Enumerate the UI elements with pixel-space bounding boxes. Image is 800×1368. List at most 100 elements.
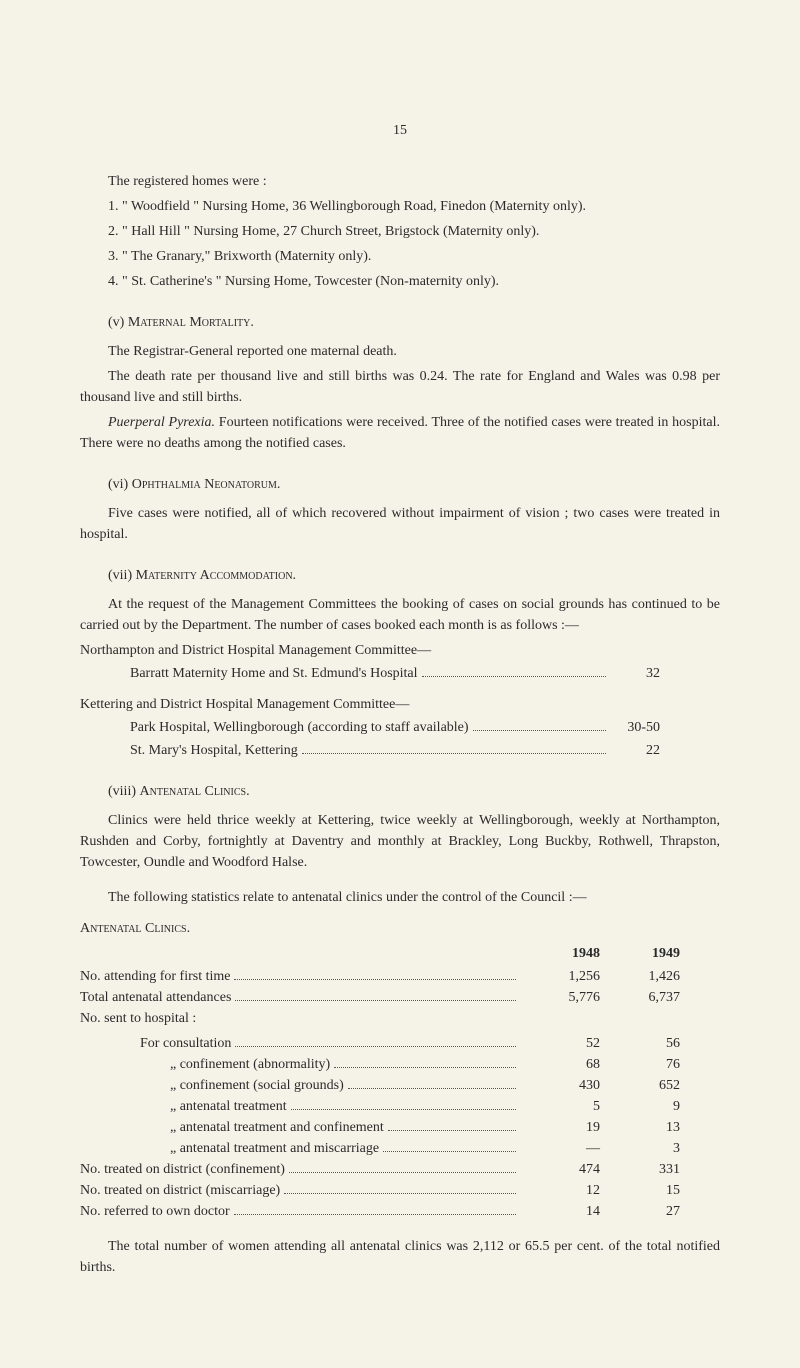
stats-subrow-label: „ antenatal treatment and miscarriage [170,1138,379,1159]
stats-subrow-c1: 68 [540,1054,600,1075]
section-viii-number: (viii) [108,784,136,799]
stats-row-c1: 12 [540,1180,600,1201]
leader-dots [284,1192,516,1194]
registered-homes-intro: The registered homes were : [80,171,720,192]
stats-row-label: No. treated on district (confinement) [80,1159,285,1180]
home-4: 4. " St. Catherine's " Nursing Home, Tow… [80,271,720,292]
kettering-row1-value: 30-50 [610,717,660,738]
kettering-row-2: St. Mary's Hospital, Kettering 22 [130,740,720,761]
closing-paragraph: The total number of women attending all … [80,1236,720,1278]
stats-row-c1: 5,776 [540,987,600,1008]
home-1: 1. " Woodfield " Nursing Home, 36 Wellin… [80,196,720,217]
stats-row-c2: 6,737 [620,987,680,1008]
stats-row: No. attending for first time 1,256 1,426 [80,966,720,987]
stats-subrow-c1: 5 [540,1096,600,1117]
stats-subrow-c2: 13 [620,1117,680,1138]
leader-dots [348,1087,516,1089]
stats-row-label: Total antenatal attendances [80,987,231,1008]
section-vi-p1: Five cases were notified, all of which r… [80,503,720,545]
northampton-heading: Northampton and District Hospital Manage… [80,640,720,661]
section-vii-heading: (vii) Maternity Accommodation. [80,565,720,586]
section-viii-p2: The following statistics relate to anten… [80,887,720,908]
stats-row-label: No. attending for first time [80,966,230,987]
stats-col-1949: 1949 [620,943,680,964]
stats-subrow-c1: — [540,1138,600,1159]
section-vi-heading: (vi) Ophthalmia Neonatorum. [80,474,720,495]
stats-subrow: „ antenatal treatment 5 9 [80,1096,720,1117]
stats-subrow-label: For consultation [140,1033,231,1054]
kettering-row2-value: 22 [610,740,660,761]
kettering-row2-label: St. Mary's Hospital, Kettering [130,740,298,761]
stats-row-c2: 1,426 [620,966,680,987]
leader-dots [234,1213,516,1215]
spacer [80,943,520,964]
stats-subrow: „ confinement (abnormality) 68 76 [80,1054,720,1075]
section-vi-number: (vi) [108,477,128,492]
section-v-p3: Puerperal Pyrexia. Fourteen notification… [80,412,720,454]
stats-row-c2: 15 [620,1180,680,1201]
stats-row-c1: 474 [540,1159,600,1180]
stats-row-c2: 27 [620,1201,680,1222]
stats-col-1948: 1948 [540,943,600,964]
stats-subrow-c2: 56 [620,1033,680,1054]
stats-subrow-label: „ confinement (social grounds) [170,1075,344,1096]
stats-subrow-label: „ antenatal treatment [170,1096,287,1117]
section-vii-p1: At the request of the Management Committ… [80,594,720,636]
stats-row-label: No. referred to own doctor [80,1201,230,1222]
northampton-row-label: Barratt Maternity Home and St. Edmund's … [130,663,418,684]
stats-subrow-c1: 19 [540,1117,600,1138]
leader-dots [289,1171,516,1173]
leader-dots [302,752,606,754]
section-v-p2: The death rate per thousand live and sti… [80,366,720,408]
leader-dots [234,978,516,980]
section-v-p1: The Registrar-General reported one mater… [80,341,720,362]
kettering-heading: Kettering and District Hospital Manageme… [80,694,720,715]
section-v-number: (v) [108,315,124,330]
stats-row: No. treated on district (confinement) 47… [80,1159,720,1180]
section-viii-title: Antenatal Clinics. [140,784,250,799]
leader-dots [334,1066,516,1068]
stats-subrow-c1: 430 [540,1075,600,1096]
stats-row-c2: 331 [620,1159,680,1180]
stats-subrow-label: „ antenatal treatment and confinement [170,1117,384,1138]
stats-subrow: For consultation 52 56 [80,1033,720,1054]
section-vi-title: Ophthalmia Neonatorum. [132,477,281,492]
stats-heading: Antenatal Clinics. [80,918,720,939]
section-vii-title: Maternity Accommodation. [136,568,296,583]
leader-dots [291,1108,516,1110]
leader-dots [383,1150,516,1152]
northampton-row: Barratt Maternity Home and St. Edmund's … [130,663,720,684]
stats-row: No. treated on district (miscarriage) 12… [80,1180,720,1201]
leader-dots [422,675,606,677]
puerperal-lead: Puerperal Pyrexia. [108,415,215,430]
section-v-title: Maternal Mortality. [128,315,254,330]
stats-column-headers: 1948 1949 [80,943,720,964]
stats-subrow-c2: 9 [620,1096,680,1117]
stats-subrow: „ confinement (social grounds) 430 652 [80,1075,720,1096]
kettering-row-1: Park Hospital, Wellingborough (according… [130,717,720,738]
stats-row-c1: 1,256 [540,966,600,987]
stats-row: No. referred to own doctor 14 27 [80,1201,720,1222]
leader-dots [388,1129,516,1131]
stats-subrow-c1: 52 [540,1033,600,1054]
section-v-heading: (v) Maternal Mortality. [80,312,720,333]
stats-subrow-c2: 652 [620,1075,680,1096]
stats-subrow: „ antenatal treatment and confinement 19… [80,1117,720,1138]
stats-row-label: No. treated on district (miscarriage) [80,1180,280,1201]
kettering-row1-label: Park Hospital, Wellingborough (according… [130,717,469,738]
leader-dots [235,1045,516,1047]
home-3: 3. " The Granary," Brixworth (Maternity … [80,246,720,267]
home-2: 2. " Hall Hill " Nursing Home, 27 Church… [80,221,720,242]
page-number: 15 [80,120,720,141]
leader-dots [473,729,606,731]
page: 15 The registered homes were : 1. " Wood… [0,0,800,1342]
stats-row: Total antenatal attendances 5,776 6,737 [80,987,720,1008]
section-viii-p1: Clinics were held thrice weekly at Kette… [80,810,720,873]
stats-row-c1: 14 [540,1201,600,1222]
northampton-row-value: 32 [610,663,660,684]
stats-subrow-c2: 76 [620,1054,680,1075]
section-viii-heading: (viii) Antenatal Clinics. [80,781,720,802]
stats-subrow-c2: 3 [620,1138,680,1159]
section-vii-number: (vii) [108,568,132,583]
stats-subrow-label: „ confinement (abnormality) [170,1054,330,1075]
